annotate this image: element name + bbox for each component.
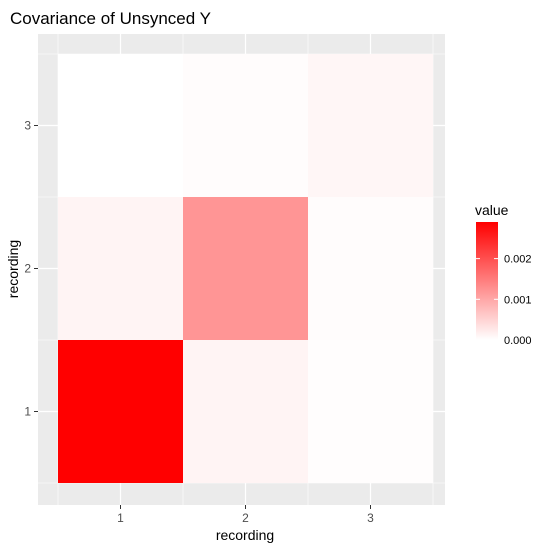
heatmap-cell-1-1	[58, 340, 183, 483]
legend-color-bar	[476, 222, 498, 340]
legend-tick-label: 0.002	[504, 254, 532, 266]
legend: value 0.000 0.001 0.002	[475, 202, 532, 347]
y-tick-label: 3	[24, 119, 31, 133]
legend-tick-label: 0.000	[504, 335, 532, 347]
x-tick-label: 1	[117, 511, 124, 525]
heatmap-cell-1-2	[58, 197, 183, 340]
legend-title: value	[475, 202, 509, 218]
chart-title: Covariance of Unsynced Y	[10, 9, 211, 28]
heatmap-cell-3-1	[308, 340, 433, 483]
y-axis: 1 2 3	[24, 119, 38, 419]
legend-ticks: 0.000 0.001 0.002	[476, 254, 532, 347]
y-tick-label: 1	[24, 405, 31, 419]
y-axis-title: recording	[5, 240, 21, 298]
y-tick-label: 2	[24, 262, 31, 276]
heatmap-cell-1-3	[58, 54, 183, 197]
x-tick-label: 2	[242, 511, 249, 525]
heatmap-cell-2-1	[183, 340, 308, 483]
x-axis: 1 2 3	[117, 505, 374, 525]
heatmap-cell-3-2	[308, 197, 433, 340]
heatmap-cell-2-3	[183, 54, 308, 197]
heatmap-cells	[58, 54, 433, 483]
heatmap-cell-3-3	[308, 54, 433, 197]
legend-tick-label: 0.001	[504, 294, 532, 306]
x-tick-label: 3	[367, 511, 374, 525]
x-axis-title: recording	[216, 527, 274, 543]
heatmap-cell-2-2	[183, 197, 308, 340]
